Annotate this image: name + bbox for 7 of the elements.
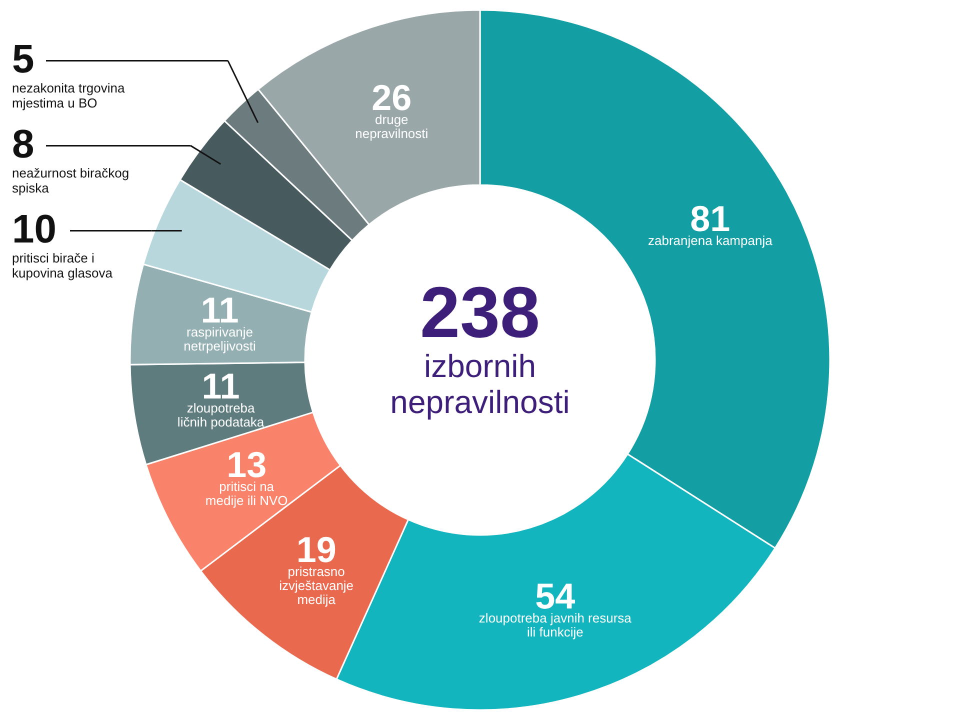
slice-label: nezakonita trgovina mjestima u BO xyxy=(12,80,126,111)
slice-label: zloupotreba ličnih podataka xyxy=(177,400,265,430)
data-label: 5 xyxy=(12,38,34,82)
slice-label: neažurnost biračkog spiska xyxy=(12,166,130,196)
slice-label: pritisci birače i kupovina glasova xyxy=(12,250,114,281)
data-label: 8 xyxy=(12,122,34,167)
data-label: 10 xyxy=(12,208,56,252)
